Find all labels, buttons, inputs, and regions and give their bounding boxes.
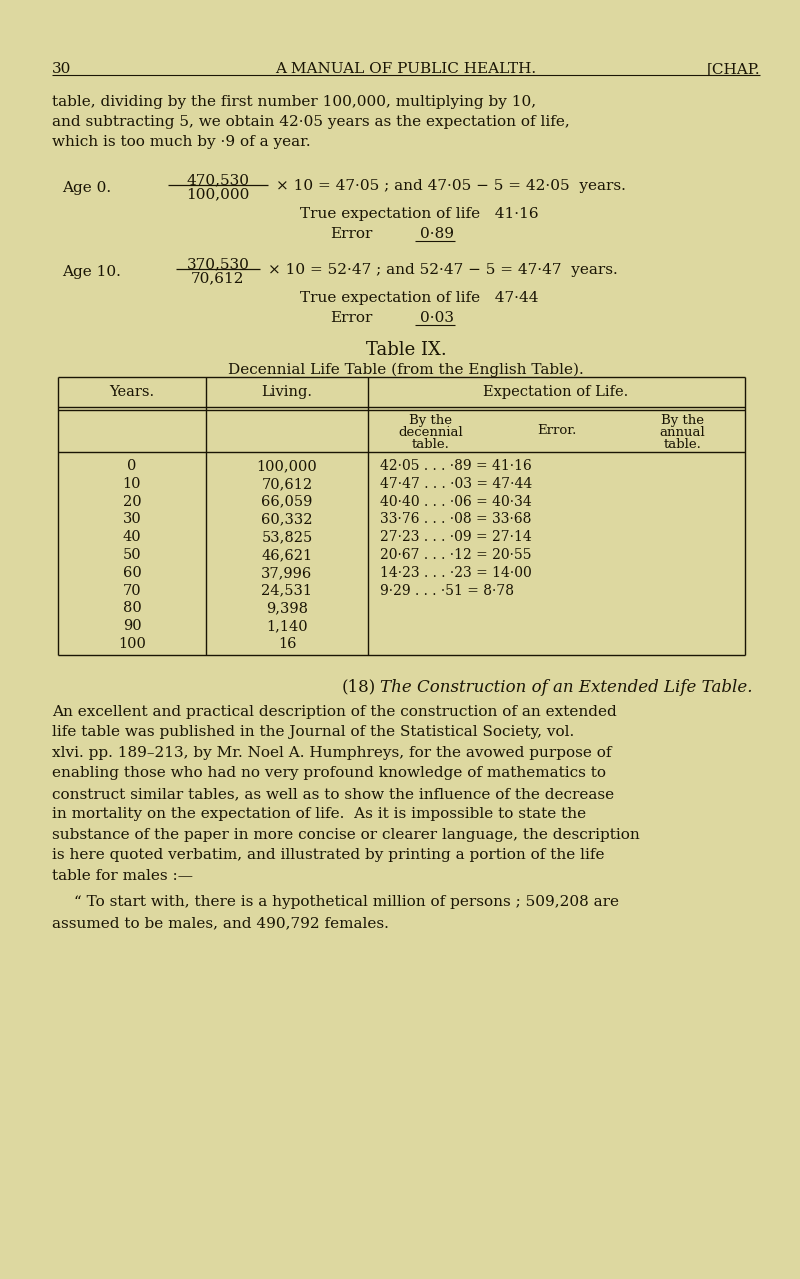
Text: is here quoted verbatim, and illustrated by printing a portion of the life: is here quoted verbatim, and illustrated…: [52, 848, 605, 862]
Text: Years.: Years.: [110, 385, 154, 399]
Text: in mortality on the expectation of life.  As it is impossible to state the: in mortality on the expectation of life.…: [52, 807, 586, 821]
Text: 100,000: 100,000: [186, 187, 250, 201]
Text: By the: By the: [661, 414, 704, 427]
Text: 80: 80: [122, 601, 142, 615]
Text: 470,530: 470,530: [186, 173, 250, 187]
Text: annual: annual: [659, 426, 705, 439]
Text: [CHAP.: [CHAP.: [706, 61, 760, 75]
Text: 90: 90: [122, 619, 142, 633]
Text: table.: table.: [412, 437, 450, 451]
Text: 53,825: 53,825: [262, 531, 313, 544]
Text: table, dividing by the first number 100,000, multiplying by 10,: table, dividing by the first number 100,…: [52, 95, 536, 109]
Text: 42·05 . . . ·89 = 41·16: 42·05 . . . ·89 = 41·16: [380, 459, 532, 473]
Text: “ To start with, there is a hypothetical million of persons ; 509,208 are: “ To start with, there is a hypothetical…: [74, 895, 619, 909]
Text: 66,059: 66,059: [262, 495, 313, 509]
Text: 16: 16: [278, 637, 296, 651]
Text: 9,398: 9,398: [266, 601, 308, 615]
Text: 9·29 . . . ·51 = 8·78: 9·29 . . . ·51 = 8·78: [380, 583, 514, 597]
Text: (18): (18): [342, 679, 376, 696]
Text: True expectation of life   47·44: True expectation of life 47·44: [300, 292, 538, 304]
Text: 10: 10: [122, 477, 142, 491]
Text: × 10 = 47·05 ; and 47·05 − 5 = 42·05  years.: × 10 = 47·05 ; and 47·05 − 5 = 42·05 yea…: [276, 179, 626, 193]
Text: By the: By the: [410, 414, 452, 427]
Text: 14·23 . . . ·23 = 14·00: 14·23 . . . ·23 = 14·00: [380, 565, 532, 579]
Text: 50: 50: [122, 547, 142, 561]
Text: substance of the paper in more concise or clearer language, the description: substance of the paper in more concise o…: [52, 828, 640, 842]
Text: 100: 100: [118, 637, 146, 651]
Text: which is too much by ·9 of a year.: which is too much by ·9 of a year.: [52, 136, 310, 148]
Text: and subtracting 5, we obtain 42·05 years as the expectation of life,: and subtracting 5, we obtain 42·05 years…: [52, 115, 570, 129]
Text: 30: 30: [122, 513, 142, 527]
Text: Error.: Error.: [537, 425, 576, 437]
Text: 70,612: 70,612: [191, 271, 245, 285]
Text: × 10 = 52·47 ; and 52·47 − 5 = 47·47  years.: × 10 = 52·47 ; and 52·47 − 5 = 47·47 yea…: [268, 263, 618, 278]
Text: 60,332: 60,332: [262, 513, 313, 527]
Text: 70: 70: [122, 583, 142, 597]
Text: Age 0.: Age 0.: [62, 182, 111, 194]
Text: Table IX.: Table IX.: [366, 341, 446, 359]
Text: Error: Error: [330, 311, 372, 325]
Text: 40·40 . . . ·06 = 40·34: 40·40 . . . ·06 = 40·34: [380, 495, 532, 509]
Text: 0·03: 0·03: [420, 311, 454, 325]
Text: 30: 30: [52, 61, 71, 75]
Text: True expectation of life   41·16: True expectation of life 41·16: [300, 207, 538, 221]
Text: xlvi. pp. 189–213, by Mr. Noel A. Humphreys, for the avowed purpose of: xlvi. pp. 189–213, by Mr. Noel A. Humphr…: [52, 746, 611, 760]
Text: Expectation of Life.: Expectation of Life.: [483, 385, 629, 399]
Text: decennial: decennial: [398, 426, 463, 439]
Text: 70,612: 70,612: [262, 477, 313, 491]
Text: 0·89: 0·89: [420, 226, 454, 240]
Text: 24,531: 24,531: [262, 583, 313, 597]
Text: 1,140: 1,140: [266, 619, 308, 633]
Text: table for males :—: table for males :—: [52, 868, 193, 883]
Text: 46,621: 46,621: [262, 547, 313, 561]
Text: 37,996: 37,996: [262, 565, 313, 579]
Text: 20·67 . . . ·12 = 20·55: 20·67 . . . ·12 = 20·55: [380, 547, 531, 561]
Text: Error: Error: [330, 226, 372, 240]
Text: 0: 0: [127, 459, 137, 473]
Text: 47·47 . . . ·03 = 47·44: 47·47 . . . ·03 = 47·44: [380, 477, 532, 491]
Text: 40: 40: [122, 531, 142, 544]
Text: construct similar tables, as well as to show the influence of the decrease: construct similar tables, as well as to …: [52, 787, 614, 801]
Text: table.: table.: [663, 437, 701, 451]
Text: 33·76 . . . ·08 = 33·68: 33·76 . . . ·08 = 33·68: [380, 513, 531, 527]
Text: assumed to be males, and 490,792 females.: assumed to be males, and 490,792 females…: [52, 916, 389, 930]
Text: Decennial Life Table (from the English Table).: Decennial Life Table (from the English T…: [228, 363, 584, 377]
Text: life table was published in the Journal of the Statistical Society, vol.: life table was published in the Journal …: [52, 725, 574, 739]
Text: enabling those who had no very profound knowledge of mathematics to: enabling those who had no very profound …: [52, 766, 606, 780]
Text: Age 10.: Age 10.: [62, 265, 121, 279]
Text: 20: 20: [122, 495, 142, 509]
Text: 370,530: 370,530: [186, 257, 250, 271]
Text: A MANUAL OF PUBLIC HEALTH.: A MANUAL OF PUBLIC HEALTH.: [275, 61, 537, 75]
Text: An excellent and practical description of the construction of an extended: An excellent and practical description o…: [52, 705, 617, 719]
Text: 100,000: 100,000: [257, 459, 318, 473]
Text: 27·23 . . . ·09 = 27·14: 27·23 . . . ·09 = 27·14: [380, 531, 532, 544]
Text: The Construction of an Extended Life Table.: The Construction of an Extended Life Tab…: [380, 679, 753, 696]
Text: Living.: Living.: [262, 385, 313, 399]
Text: 60: 60: [122, 565, 142, 579]
